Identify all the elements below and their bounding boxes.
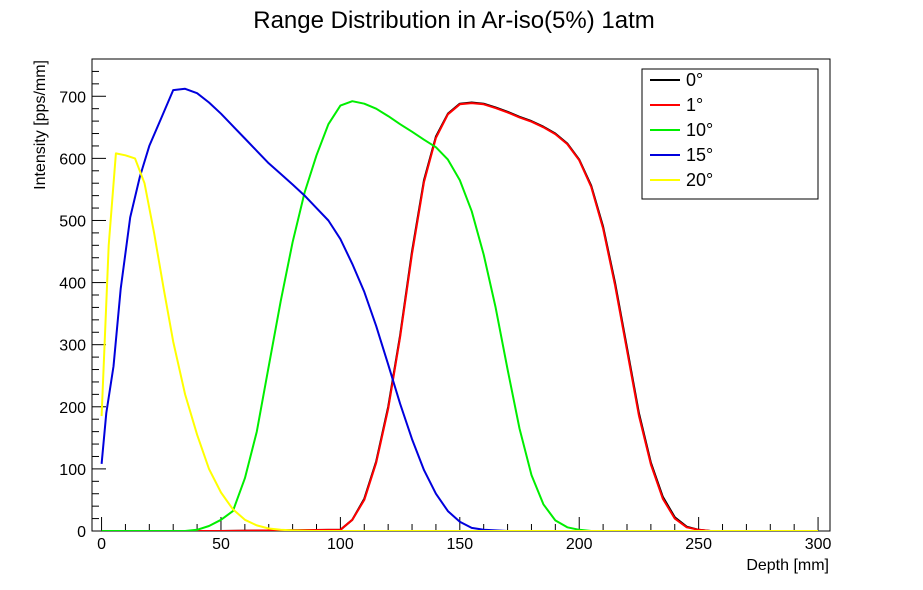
x-axis-label: Depth [mm] <box>746 557 829 574</box>
x-tick-label: 50 <box>212 536 230 553</box>
x-tick-label: 200 <box>566 536 593 553</box>
y-axis-label: Intensity [pps/mm] <box>32 60 49 190</box>
x-tick-label: 150 <box>446 536 473 553</box>
series-line-4 <box>100 152 819 531</box>
x-tick-label: 300 <box>805 536 832 553</box>
y-tick-label: 400 <box>59 276 86 293</box>
y-tick-label: 600 <box>59 151 86 168</box>
x-tick-label: 100 <box>327 536 354 553</box>
chart-title: Range Distribution in Ar-iso(5%) 1atm <box>253 7 655 34</box>
series-line-3 <box>100 87 819 531</box>
y-tick-label: 0 <box>77 524 86 541</box>
series-line-1 <box>101 102 771 531</box>
y-tick-label: 700 <box>59 89 86 106</box>
y-axis: 0 100 200 300 400 500 600 700 <box>59 70 106 541</box>
legend-label-2: 10° <box>686 120 713 140</box>
y-tick-label: 500 <box>59 213 86 230</box>
legend-box <box>641 68 819 200</box>
legend-label-0: 0° <box>686 70 703 90</box>
y-tick-label: 200 <box>59 400 86 417</box>
y-tick-label: 100 <box>59 462 86 479</box>
x-tick-label: 0 <box>97 536 106 553</box>
legend-label-4: 20° <box>686 170 713 190</box>
x-tick-label: 250 <box>685 536 712 553</box>
series-layer <box>100 87 819 531</box>
legend: 0° 1° 10° 15° 20° <box>641 68 819 200</box>
legend-label-3: 15° <box>686 145 713 165</box>
y-tick-label: 300 <box>59 338 86 355</box>
plot-area <box>100 87 819 531</box>
x-axis: 0 50 100 150 200 250 300 <box>97 517 832 553</box>
legend-label-1: 1° <box>686 95 703 115</box>
